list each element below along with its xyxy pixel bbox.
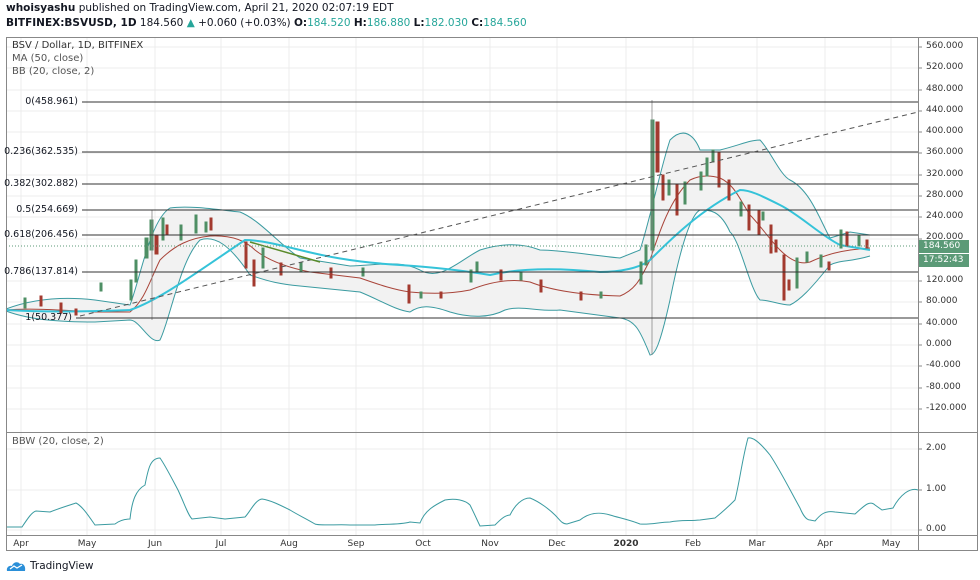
- price-tick: 480.000: [926, 84, 964, 94]
- time-tick: Mar: [748, 539, 766, 549]
- time-tick: Nov: [481, 539, 499, 549]
- tradingview-cloud-icon: [6, 562, 26, 571]
- low-label: L:: [413, 17, 425, 29]
- close-value: 184.560: [483, 17, 527, 29]
- fib-label-05: 0.5(254.669): [16, 204, 78, 215]
- trend-line-green: [249, 241, 321, 263]
- time-tick: Aug: [280, 539, 298, 549]
- time-tick: Apr: [13, 539, 29, 549]
- ma50-line: [5, 188, 871, 313]
- price-tick: 40.000: [926, 318, 958, 328]
- published-text: published on TradingView.com, April 21, …: [78, 2, 394, 14]
- open-label: O:: [294, 17, 308, 29]
- price-change: +0.060 (+0.03%): [198, 17, 291, 29]
- fib-lines: [76, 101, 918, 319]
- time-tick-year: 2020: [613, 539, 639, 549]
- high-value: 186.880: [366, 17, 411, 29]
- low-value: 182.030: [424, 17, 468, 29]
- time-tick: May: [881, 539, 901, 549]
- price-tick: 320.000: [926, 169, 964, 179]
- price-tick: 520.000: [926, 62, 964, 72]
- price-tick: 200.000: [926, 232, 964, 242]
- bb-lower-line: [5, 209, 871, 356]
- time-tick: Dec: [548, 539, 566, 549]
- price-tick: 240.000: [926, 211, 964, 221]
- bbw-legend[interactable]: BBW (20, close, 2): [12, 436, 104, 447]
- tradingview-logo[interactable]: TradingView: [6, 560, 93, 572]
- chart-title-legend[interactable]: BSV / Dollar, 1D, BITFINEX: [12, 40, 144, 51]
- price-tick: 280.000: [926, 190, 964, 200]
- price-tick: 80.000: [926, 296, 958, 306]
- time-tick: Jul: [215, 539, 227, 549]
- price-tick: 440.000: [926, 105, 964, 115]
- bb-fill: [6, 133, 870, 355]
- bbw-tick: 1.00: [926, 484, 947, 494]
- price-tick: 120.000: [926, 275, 964, 285]
- bbw-line: [6, 437, 919, 528]
- symbol-info: BITFINEX:BSVUSD, 1D 184.560 ▲ +0.060 (+0…: [6, 17, 527, 29]
- fib-label-0: 0(458.961): [25, 96, 78, 107]
- fib-label-1: 1(50.377): [25, 312, 72, 323]
- symbol-name: BITFINEX:BSVUSD, 1D: [6, 17, 137, 29]
- price-tick: -40.000: [926, 360, 961, 370]
- bbw-tick: 0.00: [926, 524, 947, 534]
- time-tick: Jun: [147, 539, 163, 549]
- time-tick: Oct: [415, 539, 431, 549]
- price-tick: 360.000: [926, 147, 964, 157]
- price-tick: 400.000: [926, 126, 964, 136]
- time-tick: Apr: [817, 539, 833, 549]
- open-value: 184.520: [307, 17, 351, 29]
- fib-label-0618: 0.618(206.456): [4, 229, 78, 240]
- fib-label-0236: 0.236(362.535): [4, 146, 78, 157]
- bbw-tick: 2.00: [926, 443, 947, 453]
- fib-label-0786: 0.786(137.814): [4, 266, 78, 277]
- fib-label-0382: 0.382(302.882): [4, 178, 78, 189]
- brand-name: TradingView: [30, 560, 94, 572]
- ma-legend[interactable]: MA (50, close): [12, 53, 84, 64]
- price-tick: -120.000: [926, 403, 967, 413]
- time-tick: May: [77, 539, 97, 549]
- bb-upper-line: [5, 132, 871, 310]
- publish-info: whoisyashu published on TradingView.com,…: [6, 2, 394, 14]
- bb-basis-line: [5, 175, 871, 313]
- bb-legend[interactable]: BB (20, close, 2): [12, 66, 95, 77]
- change-up-icon: ▲: [186, 17, 195, 29]
- close-label: C:: [471, 17, 484, 29]
- price-tick: 0.000: [926, 339, 952, 349]
- price-tick: 560.000: [926, 41, 964, 51]
- high-label: H:: [353, 17, 367, 29]
- current-price-badge: 184.560: [919, 240, 969, 253]
- bar-countdown-badge: 17:52:43: [919, 254, 969, 267]
- time-tick: Feb: [685, 539, 701, 549]
- author-name[interactable]: whoisyashu: [6, 2, 76, 14]
- last-price: 184.560: [139, 17, 184, 29]
- time-tick: Sep: [347, 539, 365, 549]
- price-tick: -80.000: [926, 382, 961, 392]
